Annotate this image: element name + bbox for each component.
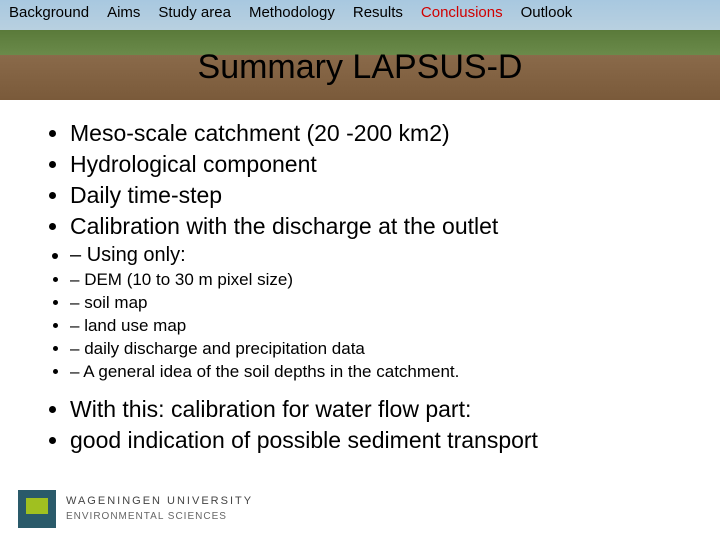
sub2-bullet-item: land use map xyxy=(70,315,690,338)
bullet-item: Calibration with the discharge at the ou… xyxy=(70,211,690,242)
logo-line1: WAGENINGEN UNIVERSITY xyxy=(66,494,253,509)
tab-background[interactable]: Background xyxy=(0,4,98,21)
tab-study-area[interactable]: Study area xyxy=(149,4,240,21)
nav-tabs: Background Aims Study area Methodology R… xyxy=(0,4,720,21)
logo-text: WAGENINGEN UNIVERSITY ENVIRONMENTAL SCIE… xyxy=(66,494,253,523)
tab-methodology[interactable]: Methodology xyxy=(240,4,344,21)
sub-bullet-item: Using only: xyxy=(70,242,690,269)
main-bullet-list: Meso-scale catchment (20 -200 km2) Hydro… xyxy=(30,118,690,242)
sub-bullet-list-2: DEM (10 to 30 m pixel size) soil map lan… xyxy=(30,269,690,384)
bullet-item: With this: calibration for water flow pa… xyxy=(70,394,690,425)
sub2-bullet-item: DEM (10 to 30 m pixel size) xyxy=(70,269,690,292)
sub-bullet-list-1: Using only: xyxy=(30,242,690,269)
content-area: Meso-scale catchment (20 -200 km2) Hydro… xyxy=(0,100,720,456)
header-background: Background Aims Study area Methodology R… xyxy=(0,0,720,100)
tab-aims[interactable]: Aims xyxy=(98,4,149,21)
bullet-item: Hydrological component xyxy=(70,149,690,180)
bullet-item: Daily time-step xyxy=(70,180,690,211)
sub2-bullet-item: A general idea of the soil depths in the… xyxy=(70,361,690,384)
logo-line2: ENVIRONMENTAL SCIENCES xyxy=(66,510,253,524)
bullet-item: good indication of possible sediment tra… xyxy=(70,425,690,456)
tab-results[interactable]: Results xyxy=(344,4,412,21)
bottom-bullet-list: With this: calibration for water flow pa… xyxy=(30,384,690,456)
tab-outlook[interactable]: Outlook xyxy=(512,4,582,21)
logo-mark-icon xyxy=(18,490,56,528)
university-logo: WAGENINGEN UNIVERSITY ENVIRONMENTAL SCIE… xyxy=(18,490,253,528)
sub2-bullet-item: soil map xyxy=(70,292,690,315)
sub2-bullet-item: daily discharge and precipitation data xyxy=(70,338,690,361)
tab-conclusions[interactable]: Conclusions xyxy=(412,4,512,21)
bullet-item: Meso-scale catchment (20 -200 km2) xyxy=(70,118,690,149)
page-title: Summary LAPSUS-D xyxy=(0,48,720,87)
